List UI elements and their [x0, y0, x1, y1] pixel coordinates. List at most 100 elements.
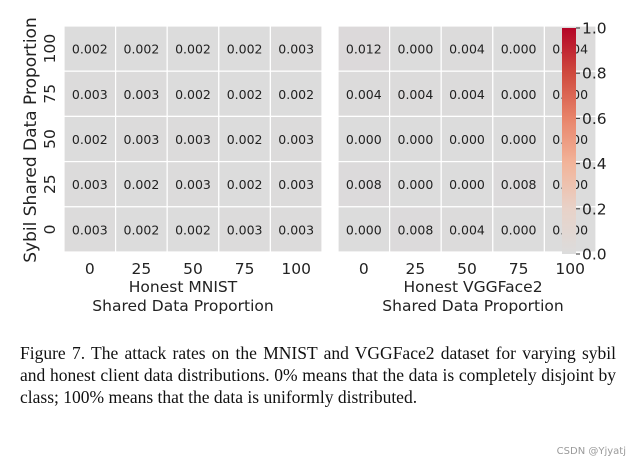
colorbar-ticks: 0.0 0.2 0.4 0.6 0.8 1.0	[576, 20, 607, 264]
y-tick-label: 75	[41, 84, 59, 104]
cell-value-label: 0.000	[346, 132, 382, 147]
x-axis-label-line: Shared Data Proportion	[92, 297, 273, 315]
heatmap-cell	[389, 206, 442, 253]
cell-value-label: 0.003	[175, 177, 211, 192]
cell-value-label: 0.000	[346, 222, 382, 237]
cell-value-label: 0.003	[124, 132, 160, 147]
heatmap-cell	[269, 206, 323, 253]
cell-value-label: 0.000	[398, 42, 434, 57]
cell-value-label: 0.004	[449, 42, 485, 57]
colorbar-tick-label: 1.0	[582, 20, 607, 38]
heatmap-cell	[166, 161, 220, 208]
watermark: CSDN @Yjyatj	[556, 446, 626, 457]
x-tick-label: 25	[132, 260, 152, 278]
cell-value-label: 0.003	[124, 87, 160, 102]
heatmap-cell	[114, 161, 168, 208]
x-tick-label: 100	[281, 260, 311, 278]
heatmap-cell	[63, 25, 117, 72]
cell-value-label: 0.008	[346, 177, 382, 192]
x-axis-label-line: Shared Data Proportion	[382, 297, 563, 315]
cell-value-label: 0.000	[449, 177, 485, 192]
cell-value-label: 0.000	[449, 132, 485, 147]
x-tick-label: 25	[406, 260, 426, 278]
x-tick-label: 50	[183, 260, 203, 278]
y-tick-label: 25	[41, 174, 59, 194]
x-tick-label: 75	[235, 260, 255, 278]
cell-value-label: 0.003	[72, 177, 108, 192]
heatmap-cell	[337, 161, 391, 208]
cell-value-label: 0.003	[278, 177, 314, 192]
cell-value-label: 0.003	[175, 132, 211, 147]
cell-value-label: 0.002	[175, 42, 211, 57]
cell-value-label: 0.002	[72, 132, 108, 147]
heatmap-cell	[166, 206, 220, 253]
heatmap-cell	[440, 115, 494, 163]
heatmap-cell	[389, 115, 442, 163]
cell-value-label: 0.012	[346, 42, 382, 57]
colorbar	[562, 28, 576, 254]
y-tick-labels: 100 75 50 25 0	[41, 34, 59, 235]
cell-value-label: 0.003	[227, 222, 263, 237]
cell-value-label: 0.002	[227, 87, 263, 102]
cell-value-label: 0.008	[501, 177, 537, 192]
x-tick-label: 50	[457, 260, 477, 278]
y-tick-label: 50	[41, 129, 59, 149]
cell-value-label: 0.000	[398, 132, 434, 147]
y-axis-label: Sybil Shared Data Proportion	[21, 17, 41, 262]
heatmap-cell	[440, 206, 494, 253]
colorbar-tick-label: 0.0	[582, 246, 607, 264]
cell-value-label: 0.002	[124, 222, 160, 237]
cell-value-label: 0.002	[227, 42, 263, 57]
heatmap-cell	[492, 115, 545, 163]
cell-value-label: 0.000	[501, 132, 537, 147]
cell-value-label: 0.000	[501, 222, 537, 237]
cell-value-label: 0.003	[72, 222, 108, 237]
y-tick-label: 100	[41, 34, 59, 64]
heatmap-panel-mnist: 0.002 0.002 0.002 0.002 0.003 0.003 0.003 0.002…	[63, 25, 323, 253]
heatmap-cell	[63, 206, 117, 253]
figure-caption: Figure 7. The attack rates on the MNIST …	[20, 343, 616, 407]
heatmap-cell	[440, 161, 494, 208]
heatmap-cell	[114, 206, 168, 253]
x-axis-label-line: Honest VGGFace2	[403, 278, 542, 296]
colorbar-tick-label: 0.6	[582, 110, 607, 128]
cell-value-label: 0.003	[278, 222, 314, 237]
cell-value-label: 0.008	[398, 222, 434, 237]
cell-value-label: 0.002	[278, 87, 314, 102]
cell-value-label: 0.000	[398, 177, 434, 192]
heatmap-cell	[114, 115, 168, 163]
x-tick-label: 0	[85, 260, 95, 278]
x-tick-labels-mnist: 0 25 50 75 100	[85, 260, 311, 278]
heatmap-cell	[63, 161, 117, 208]
heatmap-figure: Sybil Shared Data Proportion 1007550250 …	[21, 17, 607, 315]
x-axis-label-line: Honest MNIST	[129, 278, 238, 296]
heatmap-cell	[492, 70, 545, 117]
x-tick-label: 0	[359, 260, 369, 278]
cell-value-label: 0.002	[227, 177, 263, 192]
heatmap-cell	[389, 161, 442, 208]
heatmap-cell	[337, 70, 391, 117]
cell-value-label: 0.002	[72, 42, 108, 57]
heatmap-cell	[218, 161, 272, 208]
cell-value-label: 0.002	[227, 132, 263, 147]
x-tick-labels-vggface2: 0 25 50 75 100	[359, 260, 585, 278]
heatmap-cell	[114, 25, 168, 72]
cell-value-label: 0.004	[398, 87, 434, 102]
cell-value-label: 0.003	[278, 132, 314, 147]
cell-value-label: 0.004	[449, 87, 485, 102]
heatmap-cell	[389, 25, 442, 72]
cell-value-label: 0.002	[124, 177, 160, 192]
cell-value-label: 0.002	[124, 42, 160, 57]
heatmap-cell	[63, 70, 117, 117]
heatmap-cell	[218, 115, 272, 163]
cell-value-label: 0.004	[346, 87, 382, 102]
heatmap-cell	[269, 161, 323, 208]
cell-value-label: 0.004	[449, 222, 485, 237]
x-tick-label: 75	[509, 260, 529, 278]
heatmap-cell	[166, 70, 220, 117]
cell-value-label: 0.000	[501, 42, 537, 57]
heatmap-cell	[269, 70, 323, 117]
colorbar-tick-label: 0.8	[582, 65, 607, 83]
heatmap-cell	[389, 70, 442, 117]
